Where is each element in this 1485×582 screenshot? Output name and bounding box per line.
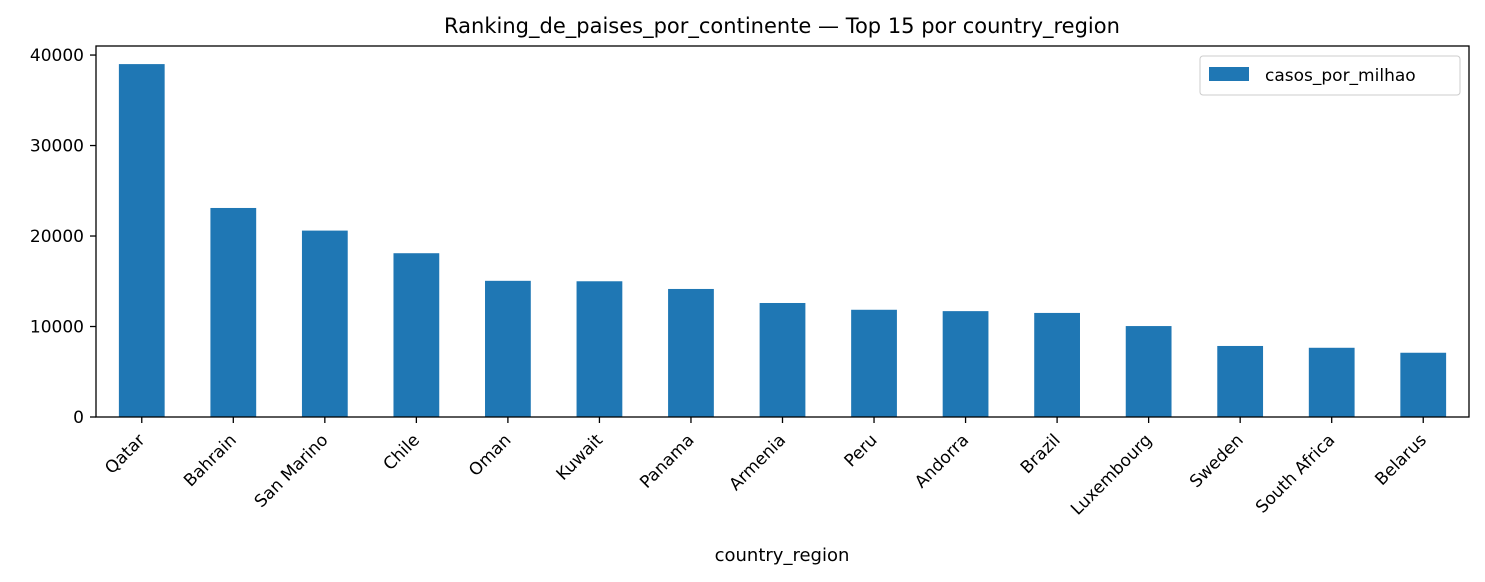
y-tick-label: 0 [73,408,84,428]
x-tick-label: Luxembourg [1067,430,1156,519]
bar-peru [851,309,897,417]
x-tick-label: Chile [380,430,424,474]
x-tick-label: Andorra [911,430,973,492]
x-tick-label: San Marino [251,430,333,512]
x-tick-label: Belarus [1371,430,1430,489]
plot-area [118,64,1447,417]
x-tick-label: Bahrain [180,430,241,491]
x-axis: Qatar Bahrain San Marino Chile Oman Kuwait Pan… [101,417,1431,519]
legend-swatch [1209,67,1249,81]
y-tick-label: 30000 [30,137,84,157]
bar-bahrain [210,207,257,417]
bar-brazil [1034,312,1080,417]
y-tick-label: 20000 [30,227,84,247]
chart-title: Ranking_de_paises_por_continente — Top 1… [444,14,1120,39]
y-axis: 0 10000 20000 30000 40000 [30,46,96,428]
bar-south-africa [1308,347,1355,417]
x-tick-label: Oman [465,430,515,480]
bar-panama [668,288,714,417]
bar-chile [393,253,440,417]
bar-sweden [1217,345,1264,417]
plot-frame [95,45,1470,418]
bar-armenia [759,302,806,417]
bar-belarus [1400,352,1447,417]
bar-andorra [942,311,989,417]
x-tick-label: Qatar [101,430,149,478]
legend: casos_por_milhao [1199,55,1461,96]
x-tick-label: Brazil [1017,430,1065,478]
x-tick-label: Peru [841,430,882,471]
bar-san-marino [301,230,348,417]
x-tick-label: South Africa [1252,430,1339,517]
x-tick-label: Sweden [1186,430,1248,492]
bar-oman [485,280,531,417]
x-tick-label: Panama [636,430,698,492]
y-tick-label: 10000 [30,318,84,338]
x-axis-label: country_region [715,545,850,566]
y-tick-label: 40000 [30,46,84,66]
x-tick-label: Kuwait [553,430,608,485]
bar-qatar [118,64,165,417]
bar-luxembourg [1125,326,1172,417]
bar-kuwait [576,281,623,417]
legend-box [1199,55,1461,96]
legend-label: casos_por_milhao [1265,66,1416,86]
x-tick-label: Armenia [726,430,791,495]
